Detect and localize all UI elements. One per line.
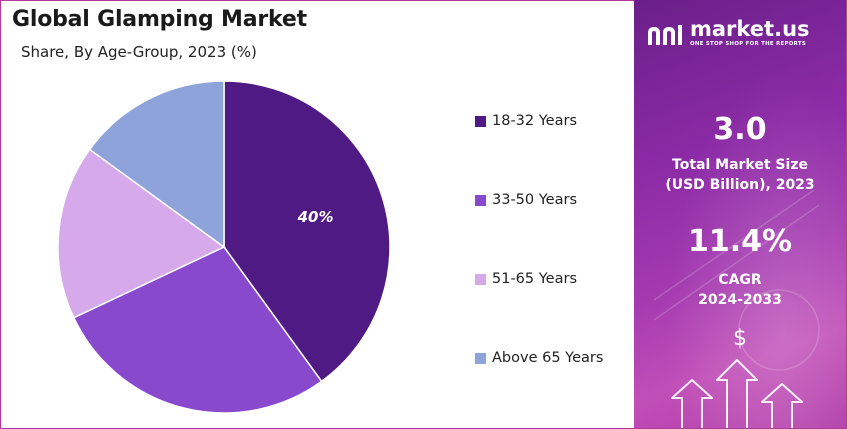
pie-slice-33-50-years <box>72 246 323 414</box>
arrow-up-icon <box>761 383 803 428</box>
chart-subtitle: Share, By Age-Group, 2023 (%) <box>21 43 257 61</box>
arrow-up-icon <box>716 359 758 428</box>
legend-label: Above 65 Years <box>492 350 604 366</box>
legend-swatch <box>475 352 486 364</box>
legend-swatch <box>475 273 486 285</box>
legend-item: 33-50 Years <box>475 192 577 208</box>
info-panel: market.us ONE STOP SHOP FOR THE REPORTS … <box>634 0 846 428</box>
chart-title: Global Glamping Market <box>12 7 307 32</box>
brand-logo: market.us ONE STOP SHOP FOR THE REPORTS <box>646 18 810 47</box>
legend-item: Above 65 Years <box>475 350 603 366</box>
market-size-value: 3.0 <box>713 112 767 147</box>
growth-arrows-decoration <box>653 189 820 428</box>
market-us-logo-icon <box>648 24 682 45</box>
legend-label: 51-65 Years <box>492 271 577 287</box>
cagr-period: 2024-2033 <box>698 292 782 308</box>
market-size-label-line2: (USD Billion), 2023 <box>665 177 815 193</box>
legend-item: 51-65 Years <box>475 271 577 287</box>
dollar-icon: $ <box>733 326 747 351</box>
market-size-label-line1: Total Market Size <box>672 157 808 173</box>
brand-name: market.us <box>690 17 810 41</box>
pie-slice-above-65-years <box>88 80 225 249</box>
legend-label: 18-32 Years <box>492 113 577 129</box>
pie-data-label: 40% <box>297 208 334 226</box>
legend-item: 18-32 Years <box>475 113 577 129</box>
arrow-up-icon <box>671 379 713 428</box>
legend-label: 33-50 Years <box>492 192 577 208</box>
cagr-label: CAGR <box>718 272 762 288</box>
pie-slice-51-65-years <box>57 148 226 319</box>
legend-swatch <box>475 115 486 127</box>
pie-slice-18-32-years <box>223 80 391 383</box>
brand-tagline: ONE STOP SHOP FOR THE REPORTS <box>690 41 807 47</box>
legend-swatch <box>475 194 486 206</box>
pie-chart: 40% <box>57 80 391 414</box>
cagr-value: 11.4% <box>687 224 793 259</box>
